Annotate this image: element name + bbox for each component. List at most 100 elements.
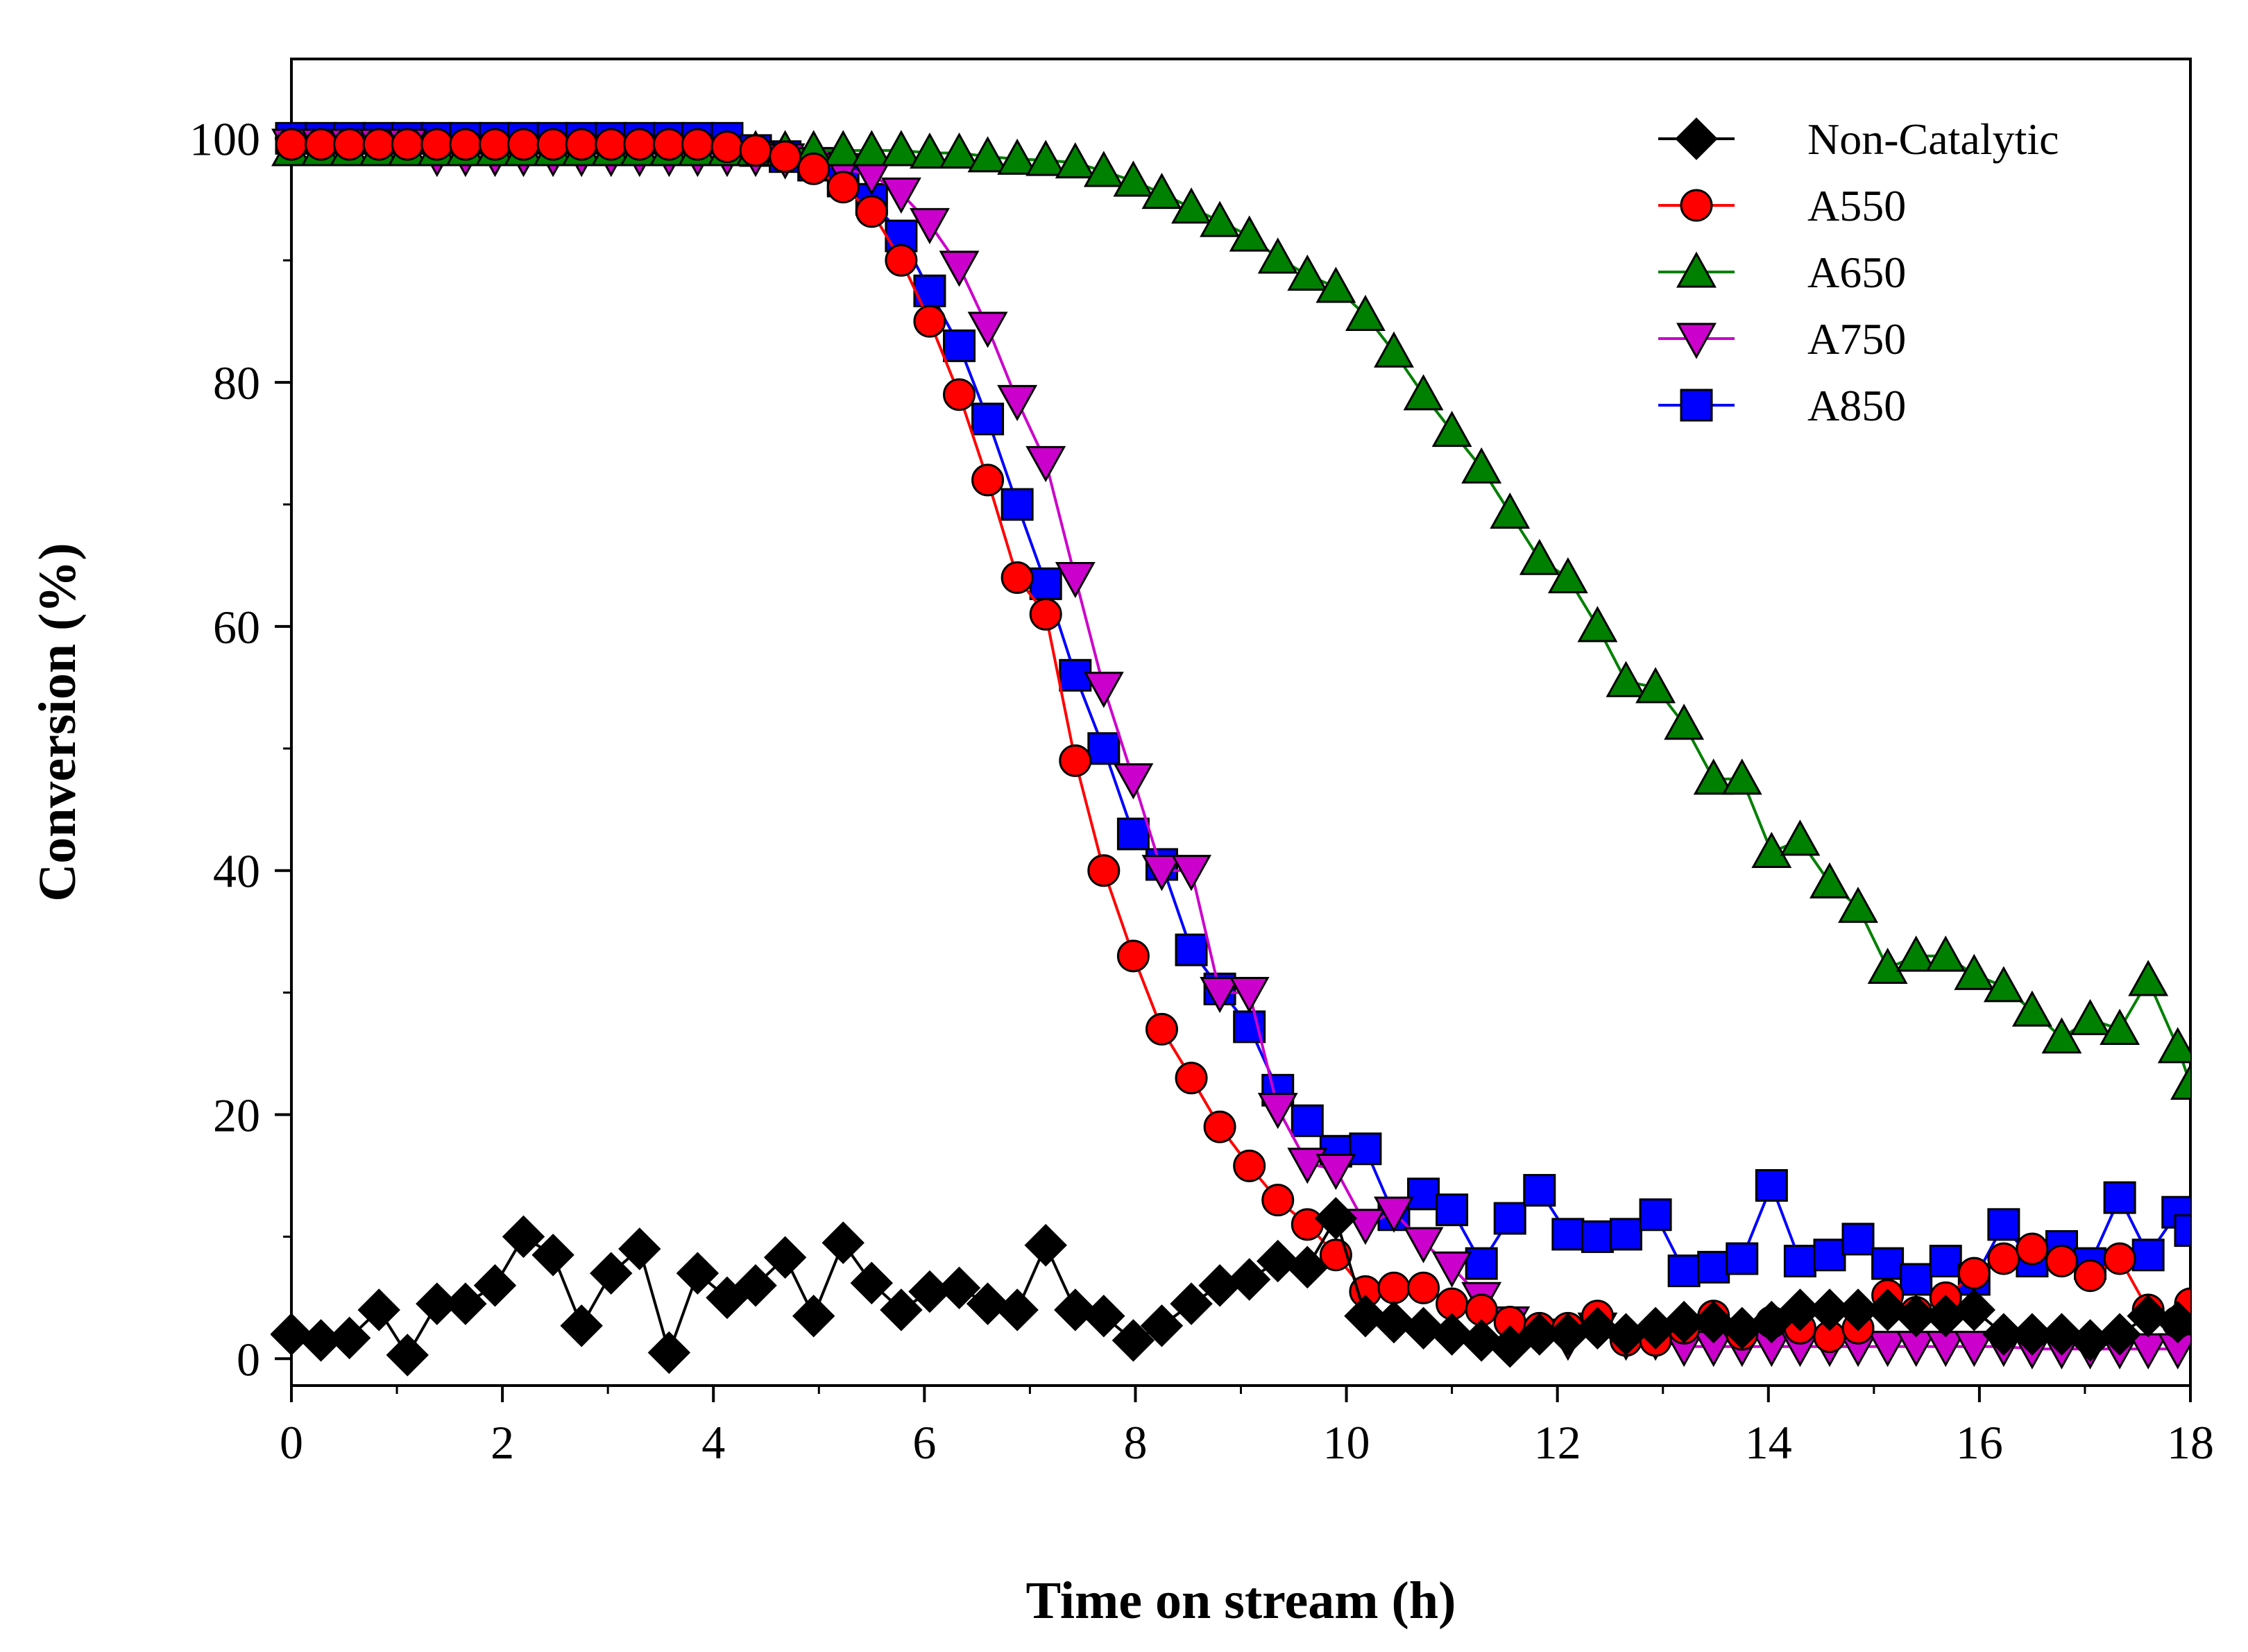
data-point-a650 xyxy=(2011,990,2052,1027)
y-tick-label: 80 xyxy=(213,357,260,409)
data-point-non-catalytic xyxy=(1024,1223,1067,1267)
data-point-a850 xyxy=(971,402,1005,436)
series-non-catalytic xyxy=(271,1197,2190,1377)
data-point-a550 xyxy=(971,463,1005,497)
data-point-a750 xyxy=(1257,1093,1298,1130)
data-point-a550 xyxy=(507,128,540,161)
series-a850 xyxy=(275,121,2190,1296)
y-tick-label: 20 xyxy=(213,1089,260,1142)
y-tick-label: 60 xyxy=(213,601,260,654)
legend-label: A750 xyxy=(1807,314,1906,364)
data-point-a650 xyxy=(2041,1017,2082,1054)
data-point-non-catalytic xyxy=(676,1252,719,1295)
data-point-non-catalytic xyxy=(763,1236,807,1279)
x-tick-label: 2 xyxy=(491,1416,514,1469)
data-point-non-catalytic xyxy=(1808,1288,1851,1331)
data-point-a650 xyxy=(823,130,864,167)
data-point-a850 xyxy=(1349,1132,1382,1166)
data-point-non-catalytic xyxy=(821,1221,865,1264)
legend: Non-Catalytic A550 A650 A750 A850 xyxy=(1658,114,2059,430)
data-point-a550 xyxy=(797,152,831,185)
y-tick-label: 0 xyxy=(237,1333,260,1386)
legend-marker xyxy=(1676,323,1717,359)
y-axis-title: Conversion (%) xyxy=(28,543,87,901)
data-point-a650 xyxy=(1983,966,2024,1003)
data-point-non-catalytic xyxy=(1256,1239,1300,1283)
data-point-non-catalytic xyxy=(590,1252,633,1295)
data-point-a650 xyxy=(1345,294,1386,332)
data-point-a650 xyxy=(1721,758,1762,795)
data-point-a850 xyxy=(1581,1220,1614,1253)
data-point-non-catalytic xyxy=(1952,1288,1996,1331)
data-point-a750 xyxy=(967,312,1008,348)
data-point-a550 xyxy=(1145,1012,1178,1046)
data-point-non-catalytic xyxy=(1402,1306,1445,1350)
data-point-non-catalytic xyxy=(1054,1288,1097,1331)
data-point-a650 xyxy=(1693,758,1734,795)
x-tick-label: 10 xyxy=(1323,1416,1370,1469)
data-point-non-catalytic xyxy=(1460,1319,1503,1362)
x-tick-label: 16 xyxy=(1956,1416,2003,1469)
data-point-non-catalytic xyxy=(937,1266,981,1310)
data-point-a650 xyxy=(1490,492,1531,529)
data-point-a850 xyxy=(1639,1198,1672,1232)
data-point-a550 xyxy=(855,195,888,228)
data-point-a850 xyxy=(1116,817,1150,851)
data-point-non-catalytic xyxy=(647,1331,691,1374)
axes-layer: 0 2 4 6 8 10 12 14 16 18 0 20 40 60 80 100 xyxy=(189,58,2214,1469)
data-point-a850 xyxy=(1523,1174,1556,1207)
data-point-a550 xyxy=(420,128,454,161)
data-point-a850 xyxy=(1697,1250,1730,1284)
data-point-a550 xyxy=(1407,1271,1440,1304)
data-point-a650 xyxy=(1113,160,1154,197)
data-point-non-catalytic xyxy=(502,1215,545,1259)
data-point-a850 xyxy=(1726,1242,1759,1275)
data-point-non-catalytic xyxy=(734,1264,777,1307)
data-point-a850 xyxy=(1987,1208,2020,1241)
data-point-non-catalytic xyxy=(1344,1295,1387,1338)
data-point-a750 xyxy=(1867,1331,1908,1368)
data-point-non-catalytic xyxy=(1894,1295,1938,1338)
data-point-a550 xyxy=(1377,1271,1411,1304)
data-point-non-catalytic xyxy=(1430,1313,1474,1356)
data-point-a550 xyxy=(1957,1257,1991,1290)
data-point-a650 xyxy=(1025,139,1066,176)
data-point-a650 xyxy=(1751,831,1792,868)
data-point-non-catalytic xyxy=(1488,1325,1531,1368)
data-point-non-catalytic xyxy=(792,1295,835,1338)
data-point-a550 xyxy=(769,140,802,173)
y-tick-label: 100 xyxy=(189,112,260,165)
data-point-a550 xyxy=(913,305,946,338)
data-point-a850 xyxy=(1291,1104,1324,1137)
data-point-a750 xyxy=(997,384,1038,422)
data-point-non-catalytic xyxy=(1112,1319,1155,1362)
data-point-a550 xyxy=(623,128,656,161)
data-point-a750 xyxy=(1315,1154,1356,1191)
data-point-a550 xyxy=(275,128,308,161)
y-tick-label: 40 xyxy=(213,845,260,898)
legend-entry-non-catalytic: Non-Catalytic xyxy=(1658,114,2059,164)
data-point-a550 xyxy=(478,128,511,161)
data-point-a650 xyxy=(1171,187,1211,224)
data-point-a650 xyxy=(851,130,892,167)
x-tick-label: 12 xyxy=(1534,1416,1581,1469)
data-point-a750 xyxy=(909,207,950,244)
data-point-a550 xyxy=(449,128,482,161)
legend-entry-a650: A650 xyxy=(1658,248,1906,297)
data-point-non-catalytic xyxy=(357,1288,400,1331)
data-point-a850 xyxy=(943,329,976,362)
data-point-non-catalytic xyxy=(416,1282,459,1325)
data-point-a750 xyxy=(1200,976,1241,1014)
data-point-a650 xyxy=(1461,447,1502,484)
legend-entry-a850: A850 xyxy=(1658,381,1906,430)
data-point-non-catalytic xyxy=(444,1282,487,1325)
data-point-non-catalytic xyxy=(1082,1295,1125,1338)
data-point-a650 xyxy=(1519,538,1560,575)
data-point-non-catalytic xyxy=(1140,1304,1184,1347)
data-point-a750 xyxy=(1141,855,1182,892)
data-point-a850 xyxy=(1407,1177,1440,1211)
data-point-non-catalytic xyxy=(560,1304,603,1347)
data-point-a850 xyxy=(1551,1218,1585,1251)
data-point-a750 xyxy=(1374,1196,1414,1233)
